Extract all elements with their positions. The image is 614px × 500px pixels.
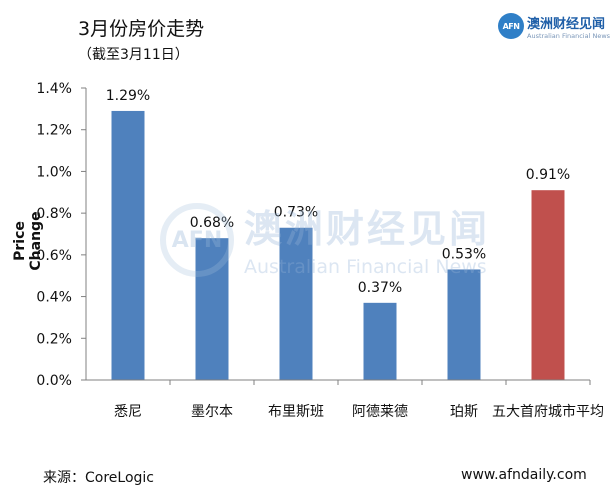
x-tick-label: 墨尔本 (191, 404, 233, 420)
bar[interactable] (447, 269, 481, 380)
bar-value-label: 0.37% (358, 280, 402, 296)
x-axis-tick-labels: 悉尼 墨尔本 布里斯班 阿德莱德 珀斯 五大首府城市平均 (114, 380, 604, 420)
x-tick-label: 阿德莱德 (352, 404, 408, 420)
bar-value-label: 0.91% (526, 167, 570, 183)
y-tick-label: 1.2% (36, 123, 72, 139)
x-tick-label: 悉尼 (114, 404, 142, 420)
bar[interactable] (195, 238, 229, 380)
site-url[interactable]: www.afndaily.com (461, 467, 587, 483)
y-tick-label: 0.0% (36, 373, 72, 389)
y-tick-label: 0.2% (36, 331, 72, 347)
bar-value-label: 0.73% (274, 205, 318, 221)
data-labels: 1.29% 0.68% 0.73% 0.37% 0.53% 0.91% (106, 88, 570, 296)
logo-badge-icon: AFN (498, 13, 524, 39)
y-tick-label: 0.8% (36, 206, 72, 222)
bar[interactable] (279, 227, 313, 380)
source-note: 来源：CoreLogic (43, 470, 154, 486)
bar-series (111, 110, 565, 380)
x-tick-label: 布里斯班 (268, 404, 324, 420)
brand-logo[interactable]: AFN 澳洲财经见闻 Australian Financial News (498, 13, 610, 43)
x-tick-label: 珀斯 (450, 404, 478, 420)
bar[interactable] (111, 110, 145, 380)
bar-value-label: 0.53% (442, 246, 486, 262)
y-tick-label: 0.6% (36, 248, 72, 264)
y-axis-ticks: 0.0% 0.2% 0.4% 0.6% 0.8% 1.0% 1.2% 1.4% (36, 81, 86, 389)
y-tick-label: 0.4% (36, 290, 72, 306)
y-tick-label: 1.0% (36, 164, 72, 180)
chart-subtitle: （截至3月11日） (78, 47, 189, 63)
x-tick-label: 五大首府城市平均 (492, 403, 604, 420)
logo-name-cn: 澳洲财经见闻 (527, 17, 606, 32)
logo-name-en: Australian Financial News (527, 32, 611, 40)
bar[interactable] (531, 190, 565, 380)
chart-title: 3月份房价走势 (78, 18, 205, 40)
bar[interactable] (363, 302, 397, 380)
axes (85, 88, 590, 381)
bar-value-label: 1.29% (106, 88, 150, 104)
bar-value-label: 0.68% (190, 215, 234, 231)
y-tick-label: 1.4% (36, 81, 72, 97)
